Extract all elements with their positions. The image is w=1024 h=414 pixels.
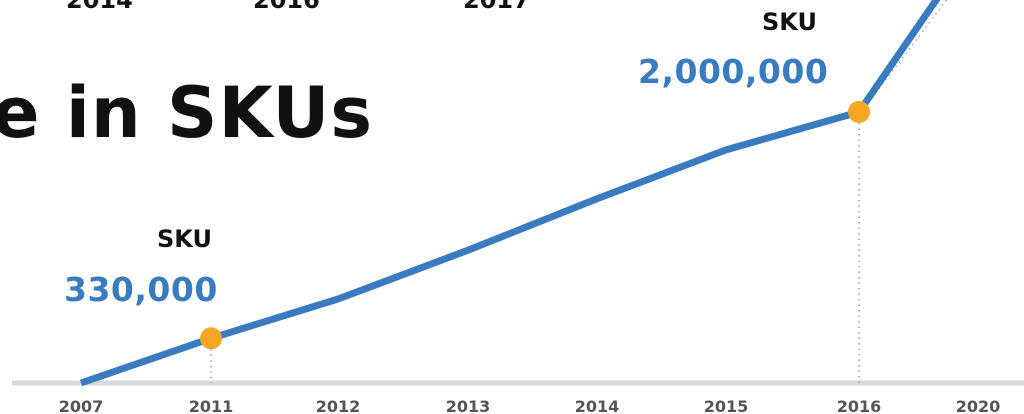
sku-series-line [79,0,941,387]
x-tick-label-2013: 2013 [446,397,491,414]
x-tick-label-2020: 2020 [956,397,1001,414]
callout-unit-2016: SKU [762,8,817,36]
x-tick-label-2015: 2015 [704,397,749,414]
top-year-2017: 2017 [463,0,530,14]
x-tick-label-2012: 2012 [316,397,361,414]
page-headline: e in SKUs [0,72,373,154]
top-year-2016: 2016 [253,0,320,14]
marker-2011 [200,327,222,350]
callout-value-2011: 330,000 [64,270,218,309]
x-tick-label-2016: 2016 [837,397,882,414]
x-tick-label-2007: 2007 [59,397,104,414]
callout-value-2016: 2,000,000 [638,52,829,91]
top-year-2014: 2014 [66,0,133,14]
callout-unit-2011: SKU [157,225,212,253]
x-tick-label-2011: 2011 [189,397,234,414]
trend-extension-line [868,0,948,103]
marker-2016 [848,100,870,123]
x-tick-label-2014: 2014 [575,397,620,414]
